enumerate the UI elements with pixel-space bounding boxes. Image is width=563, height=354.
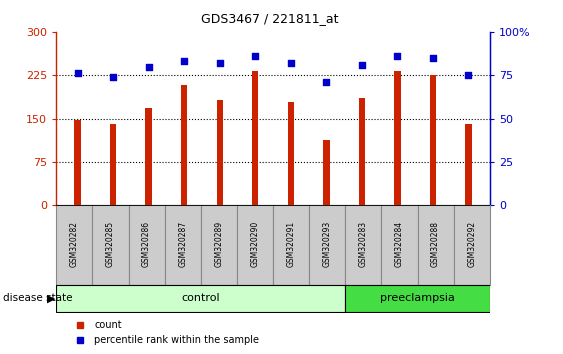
Bar [418, 205, 454, 285]
Bar [92, 205, 128, 285]
Bar [288, 102, 294, 205]
Bar [145, 108, 152, 205]
Text: preeclampsia: preeclampsia [380, 293, 455, 303]
Bar [345, 285, 490, 312]
Bar [394, 71, 401, 205]
Bar [201, 205, 237, 285]
Bar [309, 205, 345, 285]
Point [144, 64, 153, 69]
Text: disease state: disease state [3, 293, 72, 303]
Point [287, 60, 296, 66]
Point [322, 79, 331, 85]
Bar [430, 75, 436, 205]
Text: GSM320291: GSM320291 [287, 221, 296, 267]
Bar [181, 85, 187, 205]
Text: GDS3467 / 221811_at: GDS3467 / 221811_at [202, 12, 339, 25]
Text: GSM320283: GSM320283 [359, 221, 368, 267]
Point [464, 73, 473, 78]
Text: control: control [181, 293, 220, 303]
Bar [56, 205, 92, 285]
Bar [237, 205, 273, 285]
Bar [465, 124, 472, 205]
Text: GSM320288: GSM320288 [431, 221, 440, 267]
Bar [128, 205, 165, 285]
Text: GSM320284: GSM320284 [395, 221, 404, 267]
Point [109, 74, 118, 80]
Bar [217, 100, 223, 205]
Point [428, 55, 437, 61]
Text: GSM320287: GSM320287 [178, 221, 187, 267]
Bar [74, 120, 81, 205]
Point [251, 53, 260, 59]
Bar [323, 140, 329, 205]
Bar [382, 205, 418, 285]
Bar [345, 205, 382, 285]
Point [393, 53, 402, 59]
Point [73, 71, 82, 76]
Text: ▶: ▶ [47, 293, 55, 303]
Text: GSM320290: GSM320290 [251, 221, 260, 267]
Text: GSM320289: GSM320289 [215, 221, 224, 267]
Point [215, 60, 224, 66]
Bar [454, 205, 490, 285]
Text: GSM320282: GSM320282 [70, 221, 79, 267]
Point [180, 58, 189, 64]
Bar [273, 205, 309, 285]
Legend: count, percentile rank within the sample: count, percentile rank within the sample [67, 316, 263, 349]
Text: GSM320293: GSM320293 [323, 221, 332, 267]
Point [358, 62, 367, 68]
Text: GSM320286: GSM320286 [142, 221, 151, 267]
Text: GSM320292: GSM320292 [467, 221, 476, 267]
Bar [56, 285, 345, 312]
Bar [165, 205, 201, 285]
Bar [359, 98, 365, 205]
Bar [252, 71, 258, 205]
Text: GSM320285: GSM320285 [106, 221, 115, 267]
Bar [110, 124, 117, 205]
